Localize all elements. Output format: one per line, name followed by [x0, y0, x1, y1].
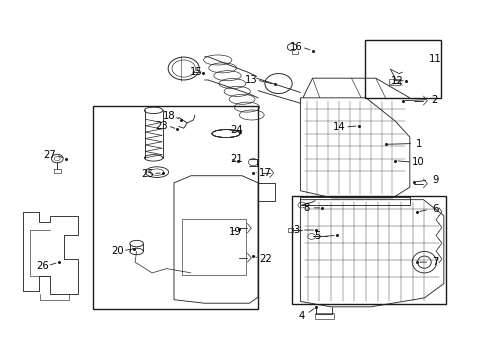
Text: 2: 2 — [430, 95, 436, 105]
Text: 25: 25 — [141, 168, 153, 179]
Text: 19: 19 — [228, 227, 241, 237]
Text: 24: 24 — [229, 125, 242, 135]
Text: 8: 8 — [303, 203, 309, 213]
Text: 27: 27 — [43, 150, 56, 160]
Text: 11: 11 — [428, 54, 441, 64]
Text: 21: 21 — [229, 154, 242, 163]
Text: 3: 3 — [293, 225, 299, 235]
Text: 7: 7 — [431, 257, 438, 267]
Bar — [388, 79, 399, 85]
Text: 20: 20 — [111, 246, 123, 256]
Bar — [93, 106, 258, 309]
Text: 18: 18 — [163, 111, 175, 121]
Text: 23: 23 — [155, 121, 168, 131]
Text: 5: 5 — [314, 231, 320, 242]
Bar — [291, 196, 446, 304]
Bar — [314, 313, 334, 319]
Text: 15: 15 — [189, 67, 202, 77]
Text: 9: 9 — [431, 175, 438, 185]
Text: 16: 16 — [289, 42, 302, 52]
Bar — [182, 219, 246, 275]
Text: 4: 4 — [298, 311, 305, 321]
Text: 12: 12 — [390, 76, 403, 86]
Text: 14: 14 — [332, 122, 345, 132]
Text: 1: 1 — [414, 139, 421, 149]
Text: 13: 13 — [244, 75, 257, 85]
Bar — [365, 40, 440, 98]
Text: 22: 22 — [259, 253, 271, 264]
Text: 26: 26 — [36, 261, 49, 271]
Text: 6: 6 — [431, 204, 438, 214]
Text: 10: 10 — [411, 157, 424, 167]
Text: 17: 17 — [259, 168, 271, 178]
